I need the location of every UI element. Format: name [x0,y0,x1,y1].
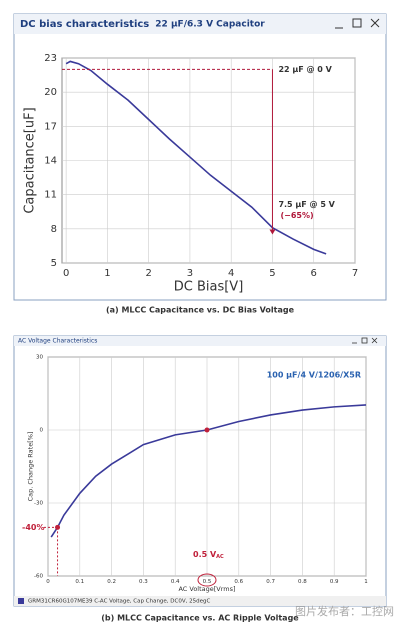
y-axis-label: Capacitance[uF] [23,107,38,213]
annotation: -40% [22,523,44,532]
annotation: 0.5 VAC [193,550,224,560]
watermark: 图片发布者：工控网 [295,604,394,618]
model-label: 100 µF/4 V/1206/X5R [267,371,361,380]
highlight-point [204,427,210,433]
x-tick-label: 0.3 [139,579,148,585]
status-text: GRM31CR60G107ME39 C-AC Voltage, Cap Chan… [28,599,211,605]
x-axis-label: AC Voltage[Vrms] [178,585,235,593]
y-tick-label: 20 [44,87,57,98]
x-tick-label: 5 [269,268,275,279]
y-tick-label: 30 [36,355,43,361]
x-tick-label: 7 [352,268,358,279]
x-tick-label: 1 [104,268,110,279]
window-title: DC bias characteristics [20,19,149,30]
line-series [65,60,327,255]
line-series [50,404,367,538]
window-title: AC Voltage Characteristics [18,338,97,345]
annotation: 22 µF @ 0 V [278,65,332,74]
y-tick-label: 8 [51,224,57,235]
x-axis-label: DC Bias[V] [174,280,244,295]
y-axis-label: Cap. Change Rate[%] [26,432,34,502]
subtitle: 22 µF/6.3 V Capacitor [155,20,265,30]
x-tick-label: 2 [145,268,151,279]
x-tick-label: 0.9 [330,579,339,585]
y-tick-label: 5 [51,258,57,269]
annotation: (−65%) [280,211,313,220]
y-tick-label: 14 [44,156,57,167]
x-tick-label: 0 [46,579,50,585]
x-tick-label: 0.6 [234,579,243,585]
x-tick-label: 0.8 [298,579,307,585]
x-tick-label: 4 [228,268,234,279]
y-tick-label: -30 [34,501,43,507]
y-tick-label: 17 [44,121,57,132]
y-tick-label: 23 [44,53,57,64]
x-tick-label: 0 [63,268,69,279]
status-bar [14,596,386,606]
y-tick-label: -60 [34,574,43,580]
window-controls[interactable] [335,18,380,29]
status-icon [18,598,24,604]
highlight-ring [197,573,217,587]
window-controls[interactable] [352,337,378,344]
y-tick-label: 11 [44,190,57,201]
annotation-main: 0.5 V [193,550,217,559]
x-tick-label: 0.7 [266,579,275,585]
x-tick-label: 0.1 [75,579,84,585]
caption: (b) MLCC Capacitance vs. AC Ripple Volta… [101,614,299,623]
title-bar [14,336,386,346]
caption: (a) MLCC Capacitance vs. DC Bias Voltage [106,306,295,315]
x-tick-label: 1 [364,579,368,585]
annotation-subscript: AC [216,554,224,560]
arrow-head [269,229,276,235]
x-tick-label: 3 [187,268,193,279]
x-tick-label: 0.4 [171,579,180,585]
y-tick-label: 0 [40,428,44,434]
highlight-point [55,524,61,530]
x-tick-label: 6 [311,268,317,279]
x-tick-label: 0.5 [203,579,212,585]
annotation: 7.5 µF @ 5 V [278,200,335,209]
title-bar [14,14,386,34]
x-tick-label: 0.2 [107,579,116,585]
